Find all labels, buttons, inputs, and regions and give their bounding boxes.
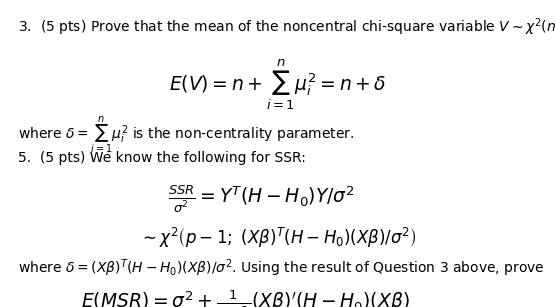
Text: $\frac{SSR}{\sigma^2} = Y^T(H - H_0)Y/\sigma^2$: $\frac{SSR}{\sigma^2} = Y^T(H - H_0)Y/\s…	[168, 183, 355, 215]
Text: $\sim \chi^2\left(p-1;\ (X\beta)^T(H - H_0)(X\beta)/\sigma^2\right)$: $\sim \chi^2\left(p-1;\ (X\beta)^T(H - H…	[139, 226, 416, 250]
Text: where $\delta = \sum_{i=1}^{n} \mu_i^2$ is the non-centrality parameter.: where $\delta = \sum_{i=1}^{n} \mu_i^2$ …	[18, 115, 355, 157]
Text: $E(V) = n + \sum_{i=1}^{n} \mu_i^2 = n + \delta$: $E(V) = n + \sum_{i=1}^{n} \mu_i^2 = n +…	[169, 58, 386, 112]
Text: 5.  (5 pts) We know the following for SSR:: 5. (5 pts) We know the following for SSR…	[18, 150, 306, 165]
Text: 3.  (5 pts) Prove that the mean of the noncentral chi-square variable $V \sim \c: 3. (5 pts) Prove that the mean of the no…	[18, 17, 555, 38]
Text: where $\delta = (X\beta)^T(H - H_0)(X\beta)/\sigma^2$. Using the result of Quest: where $\delta = (X\beta)^T(H - H_0)(X\be…	[18, 257, 545, 279]
Text: $E(MSR) = \sigma^2 + \frac{1}{p-1}(X\beta)'(H - H_0)(X\beta)$: $E(MSR) = \sigma^2 + \frac{1}{p-1}(X\bet…	[81, 289, 410, 307]
